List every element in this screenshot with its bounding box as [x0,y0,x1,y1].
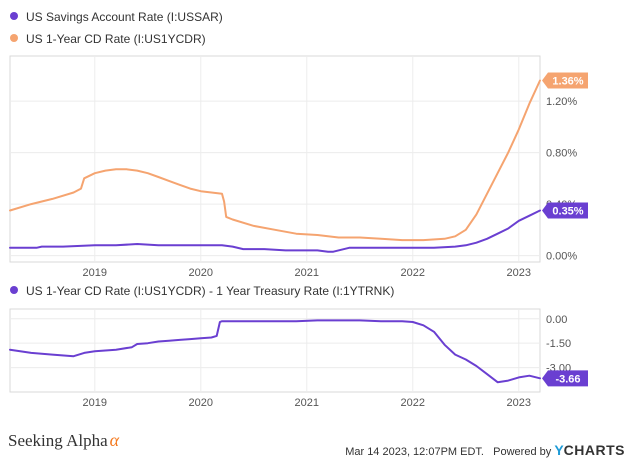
panel-0-series-1-line [9,79,541,242]
panel-1-x-tick-label: 2022 [401,397,425,409]
panel-0-series-0-end-label: 0.35% [552,206,583,218]
panel-1-x-tick-label: 2021 [295,397,319,409]
legend-dot-cd-rate [10,33,18,42]
legend-dot-spread [10,285,18,294]
panel-0-series-0-line [9,209,541,253]
panel-0-series-1-end-badge [542,72,588,89]
legend-dot-savings-rate [10,11,18,20]
panel-0-y-tick-label: 0.00% [546,251,577,263]
charts-canvas: 0.00%0.40%0.80%1.20%20192020202120222023… [9,55,588,409]
ycharts-logo[interactable]: CHARTS [563,442,625,458]
legend-label-cd-rate: US 1-Year CD Rate (I:US1YCDR) [26,31,206,46]
powered-by-label: Powered by [493,446,552,458]
panel-0-x-tick-label: 2019 [83,267,107,279]
panel-0-x-tick-label: 2023 [507,267,531,279]
legend-item-cd-rate[interactable]: US 1-Year CD Rate (I:US1YCDR) [10,31,206,46]
panel-0-y-tick-label: 1.20% [546,96,577,108]
alpha-symbol: α [109,430,120,450]
legend-item-savings-rate[interactable]: US Savings Account Rate (I:USSAR) [10,9,223,24]
legend-label-spread: US 1-Year CD Rate (I:US1YCDR) - 1 Year T… [26,283,395,298]
timestamp: Mar 14 2023, 12:07PM EDT. [345,446,484,458]
panel-1-series-0-line [9,319,541,384]
panel-0-x-tick-label: 2022 [401,267,425,279]
panel-0-frame [9,55,541,263]
seeking-alpha-logo: Seeking Alpha α [8,430,119,451]
panel-0-series-0-end-badge [542,202,588,219]
panel-1-series-0-end-badge [542,370,588,387]
seeking-alpha-wordmark: Seeking Alpha [8,431,108,450]
panel-0-y-tick-label: 0.80% [546,148,577,160]
legend-label-savings-rate: US Savings Account Rate (I:USSAR) [26,9,223,24]
panel-0-series-1-end-label: 1.36% [552,75,583,87]
panel-1-x-tick-label: 2019 [83,397,107,409]
panel-0-x-tick-label: 2021 [295,267,319,279]
ycharts-logo-y: Y [554,442,564,458]
panel-1-y-tick-label: -1.50 [546,338,571,350]
panel-0-x-tick-label: 2020 [189,267,213,279]
legend-item-spread[interactable]: US 1-Year CD Rate (I:US1YCDR) - 1 Year T… [10,283,394,298]
panel-1-y-tick-label: 0.00 [546,314,567,326]
footer-attribution: Mar 14 2023, 12:07PM EDT. Powered by YCH… [345,442,625,458]
panel-1-x-tick-label: 2023 [507,397,531,409]
panel-1-x-tick-label: 2020 [189,397,213,409]
panel-1-series-0-end-label: -3.66 [555,373,580,385]
